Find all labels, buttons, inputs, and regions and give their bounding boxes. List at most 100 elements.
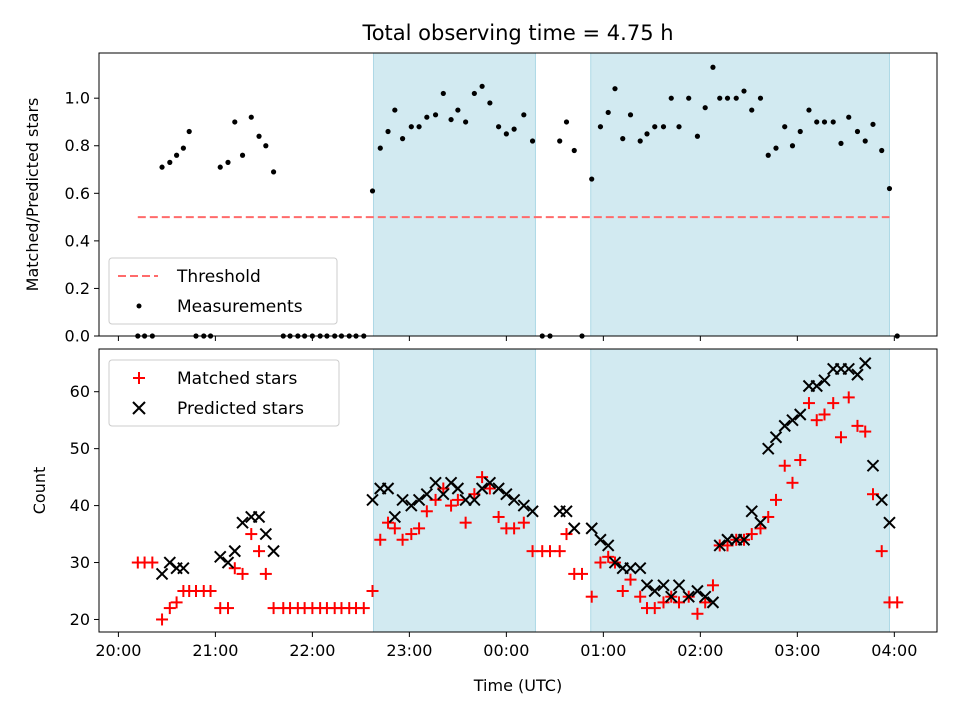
measurement-point xyxy=(717,95,723,101)
measurement-point xyxy=(765,152,771,158)
matched-star-point xyxy=(553,545,566,558)
measurement-point xyxy=(879,147,885,154)
measurement-point xyxy=(854,128,861,135)
predicted-star-point xyxy=(381,482,395,495)
measurement-point xyxy=(385,128,391,135)
predicted-star-point xyxy=(762,442,775,455)
measurements-legend-label: Measurements xyxy=(177,297,303,317)
matched-star-point xyxy=(786,476,799,489)
predicted-star-point xyxy=(754,516,767,529)
predicted-star-point xyxy=(794,408,807,421)
predicted-star-point xyxy=(672,579,686,592)
matched-star-point xyxy=(594,556,607,569)
measurement-point xyxy=(797,128,803,135)
chart-title: Total observing time = 4.75 h xyxy=(361,21,673,45)
measurement-point xyxy=(511,126,517,132)
matched-star-point xyxy=(413,522,426,535)
observing-window-2 xyxy=(590,52,890,337)
count-y-axis-ticks: 20 30 40 50 60 xyxy=(70,382,99,629)
predicted-star-point xyxy=(429,476,442,490)
matched-star-point xyxy=(492,510,505,523)
measurement-point xyxy=(637,138,643,144)
y-tick-label: 0.6 xyxy=(65,184,90,203)
predicted-star-point xyxy=(786,413,799,427)
matched-star-point xyxy=(691,607,704,620)
measurement-point xyxy=(377,145,383,151)
predicted-star-point xyxy=(259,527,273,541)
x-tick-label: 04:00 xyxy=(871,641,917,660)
measurement-point xyxy=(571,147,577,154)
measurement-point xyxy=(686,95,692,101)
measurement-point xyxy=(448,116,454,123)
matched-star-point xyxy=(810,414,823,427)
matched-star-point xyxy=(405,528,418,541)
y-tick-label: 0.0 xyxy=(65,327,90,346)
predicted-star-point xyxy=(396,493,409,507)
observing-window-2 xyxy=(590,348,890,633)
matched-star-point xyxy=(842,391,855,404)
matched-star-point xyxy=(745,528,758,541)
predicted-star-point xyxy=(507,493,521,507)
matched-star-point xyxy=(875,545,888,558)
measurement-point xyxy=(248,114,254,120)
predicted-star-point xyxy=(252,510,266,524)
matched-star-point xyxy=(560,528,573,541)
matched-star-point xyxy=(170,596,183,609)
matched-star-point xyxy=(146,556,159,569)
predicted-star-point xyxy=(737,533,751,546)
matched-star-point xyxy=(754,522,767,535)
matched-star-point xyxy=(396,533,409,546)
measurements-series xyxy=(135,64,900,339)
matched-stars-series xyxy=(131,391,904,626)
predicted-star-point xyxy=(665,590,678,603)
matched-star-point xyxy=(762,510,775,523)
predicted-star-point xyxy=(420,487,434,501)
matched-star-point xyxy=(699,596,712,609)
matched-star-point xyxy=(585,590,598,603)
measurement-point xyxy=(886,185,893,192)
predicted-star-point xyxy=(608,556,622,569)
measurement-point xyxy=(741,88,747,94)
measurement-point xyxy=(479,83,485,89)
predicted-star-point xyxy=(624,562,637,575)
predicted-star-point xyxy=(568,522,581,535)
measurement-point xyxy=(782,124,788,130)
predicted-star-point xyxy=(810,379,823,393)
y-tick-label: 50 xyxy=(70,439,90,458)
ratio-plot-frame xyxy=(98,52,938,337)
matched-star-point xyxy=(445,499,458,512)
count-legend-box xyxy=(108,359,340,427)
measurement-point xyxy=(789,143,796,149)
predicted-star-point xyxy=(585,522,598,535)
predicted-star-point xyxy=(412,493,426,507)
matched-legend-label: Matched stars xyxy=(177,369,297,389)
measurements-legend-marker xyxy=(136,303,142,309)
matched-star-point xyxy=(357,602,370,615)
matched-star-point xyxy=(859,425,872,438)
predicted-star-point xyxy=(492,482,505,495)
measurement-point xyxy=(644,131,650,137)
predicted-star-point xyxy=(818,374,831,387)
measurement-point xyxy=(487,100,493,106)
measurement-point xyxy=(605,109,611,116)
measurement-point xyxy=(846,114,852,120)
predicted-star-point xyxy=(437,487,450,501)
matched-star-point xyxy=(891,596,904,609)
predicted-star-point xyxy=(883,516,896,529)
measurement-point xyxy=(186,128,192,135)
y-tick-label: 0.8 xyxy=(65,136,90,155)
ratio-legend: Threshold Measurements xyxy=(108,257,338,325)
matched-star-point xyxy=(851,419,864,432)
predicted-star-point xyxy=(769,431,783,444)
predicted-star-point xyxy=(698,590,712,603)
measurement-point xyxy=(503,131,509,137)
measurement-point xyxy=(463,119,469,125)
predicted-star-point xyxy=(451,482,465,495)
measurement-point xyxy=(838,140,844,146)
matched-star-point xyxy=(508,522,521,535)
predicted-star-point xyxy=(706,596,720,609)
measurement-point xyxy=(256,133,262,139)
measurement-point xyxy=(821,119,828,125)
measurement-point xyxy=(225,159,231,165)
matched-star-point xyxy=(576,567,589,580)
